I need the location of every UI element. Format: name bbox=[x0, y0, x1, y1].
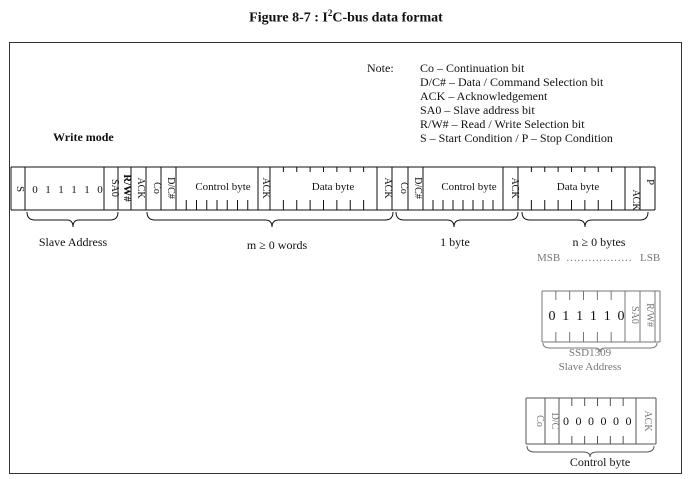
title-sup: 2 bbox=[327, 8, 333, 18]
slave-detail-bit: 0 bbox=[549, 309, 556, 324]
ack-label-4: ACK bbox=[509, 177, 520, 199]
msb-label: MSB bbox=[537, 252, 560, 264]
control-detail-label: Control byte bbox=[570, 455, 630, 469]
slave-detail-bit: 1 bbox=[576, 309, 583, 324]
control-detail-bit: 0 bbox=[588, 414, 594, 428]
one-byte-group-label: 1 byte bbox=[440, 235, 470, 249]
control-detail-bit: 0 bbox=[613, 414, 619, 428]
ack-label-5: ACK bbox=[630, 189, 641, 211]
write-mode-label: Write mode bbox=[53, 130, 114, 144]
note-item-ack: ACK – Acknowledgement bbox=[420, 89, 548, 103]
note-item-sp: S – Start Condition / P – Stop Condition bbox=[420, 131, 613, 145]
frame-ticks bbox=[185, 167, 613, 210]
dc-label-1: D/C# bbox=[165, 177, 176, 199]
data-byte-label-2: Data byte bbox=[557, 181, 600, 193]
slave-detail-rw: R/W# bbox=[644, 303, 655, 327]
co-label-1: Co bbox=[151, 182, 162, 194]
dc-label-2: D/C# bbox=[412, 177, 423, 199]
ack-label-2: ACK bbox=[260, 177, 271, 199]
co-label-2: Co bbox=[398, 182, 409, 194]
title-suffix: C-bus data format bbox=[332, 10, 443, 26]
note-item-rw: R/W# – Read / Write Selection bit bbox=[420, 117, 585, 131]
slave-address-group-label: Slave Address bbox=[39, 235, 108, 249]
slave-address-detail bbox=[541, 290, 661, 343]
control-detail-ack: ACK bbox=[642, 410, 653, 432]
control-detail-co: Co bbox=[534, 415, 545, 427]
control-byte-label-2: Control byte bbox=[441, 181, 496, 193]
control-detail-bit: 0 bbox=[601, 414, 607, 428]
control-detail-brace bbox=[526, 445, 655, 458]
slave-detail-bit: 1 bbox=[590, 309, 597, 324]
m-words-group-label: m ≥ 0 words bbox=[247, 238, 308, 252]
slave-detail-sa0: SA0 bbox=[629, 306, 640, 324]
note-item-co: Co – Continuation bit bbox=[420, 61, 525, 75]
control-byte-detail bbox=[525, 397, 657, 445]
brace-slave-address bbox=[26, 211, 119, 228]
rw-label: R/W# bbox=[121, 174, 133, 202]
slave-detail-bit: 1 bbox=[604, 309, 611, 324]
slave-detail-brace bbox=[542, 342, 658, 353]
brace-one-byte bbox=[395, 211, 519, 228]
slave-bit: 0 bbox=[32, 184, 38, 196]
control-detail-bit: 0 bbox=[576, 414, 582, 428]
slave-detail-label: Slave Address bbox=[559, 361, 622, 373]
slave-bit: 1 bbox=[58, 184, 64, 196]
dots-label: ……………… bbox=[566, 252, 632, 264]
slave-detail-bit: 0 bbox=[618, 309, 625, 324]
slave-bit: 1 bbox=[45, 184, 51, 196]
control-byte-label-1: Control byte bbox=[195, 181, 250, 193]
control-detail-bit: 0 bbox=[626, 414, 632, 428]
note-heading: Note: bbox=[367, 61, 394, 75]
diagram-frame bbox=[9, 42, 682, 474]
ack-label-1: ACK bbox=[135, 177, 146, 199]
start-condition-label: S bbox=[14, 186, 26, 192]
n-bytes-group-label: n ≥ 0 bytes bbox=[573, 235, 626, 249]
ack-label-3: ACK bbox=[382, 177, 393, 199]
slave-bit: 0 bbox=[97, 184, 103, 196]
group-braces bbox=[26, 211, 649, 228]
slave-detail-bit: 1 bbox=[562, 309, 569, 324]
slave-bit: 1 bbox=[84, 184, 90, 196]
note-item-sa0: SA0 – Slave address bit bbox=[420, 103, 535, 117]
data-byte-label-1: Data byte bbox=[312, 181, 355, 193]
figure-title: Figure 8-7 : I2C-bus data format bbox=[0, 8, 692, 27]
stop-condition-label: P bbox=[644, 179, 656, 185]
brace-n-bytes bbox=[521, 211, 649, 228]
control-detail-dc: D/C bbox=[549, 413, 560, 430]
control-detail-bit: 0 bbox=[563, 414, 569, 428]
slave-detail-chip: SSD1309 bbox=[569, 347, 612, 359]
lsb-label: LSB bbox=[640, 252, 660, 264]
slave-bit: 1 bbox=[71, 184, 77, 196]
title-prefix: Figure 8-7 : I bbox=[249, 10, 328, 26]
brace-m-words bbox=[146, 211, 394, 228]
sa0-label: SA0 bbox=[109, 179, 120, 197]
frame-dividers bbox=[10, 167, 656, 210]
note-item-dc: D/C# – Data / Command Selection bit bbox=[420, 75, 604, 89]
